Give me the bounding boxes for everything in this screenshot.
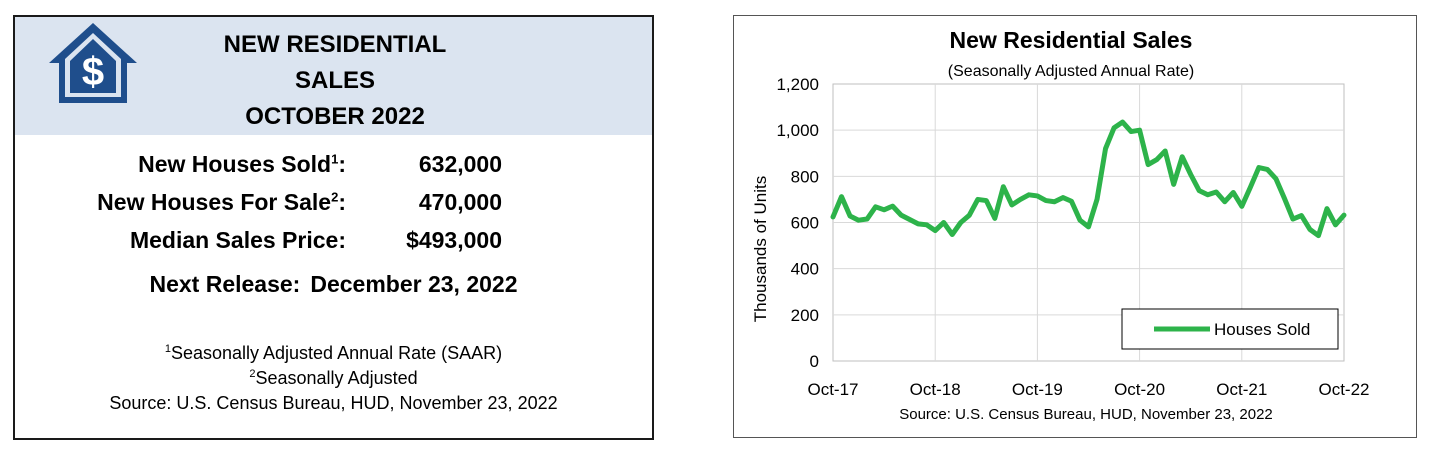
stat-value: $493,000 [406, 227, 502, 253]
title-line: NEW RESIDENTIAL [223, 31, 447, 58]
line-chart: New Residential Sales (Seasonally Adjust… [751, 27, 1370, 423]
x-tick-label: Oct-20 [1114, 380, 1165, 399]
next-release: Next Release: December 23, 2022 [15, 271, 652, 298]
next-release-label: Next Release: [149, 271, 301, 297]
y-tick-label: 600 [791, 214, 819, 233]
title-line: OCTOBER 2022 [245, 103, 425, 130]
footnote-1: 1Seasonally Adjusted Annual Rate (SAAR) [164, 343, 503, 363]
stat-label: Median Sales Price: [129, 227, 346, 253]
x-tick-label: Oct-22 [1318, 380, 1369, 399]
y-tick-label: 800 [791, 167, 819, 186]
next-release-date: December 23, 2022 [310, 271, 518, 297]
x-tick-label: Oct-19 [1012, 380, 1063, 399]
chart-source: Source: U.S. Census Bureau, HUD, Novembe… [899, 406, 1273, 423]
summary-panel: $ NEW RESIDENTIAL SALES OCTOBER 2022 New… [13, 15, 654, 440]
summary-title: NEW RESIDENTIAL SALES OCTOBER 2022 [165, 27, 505, 135]
stat-label: New Houses Sold1: [138, 151, 346, 177]
legend-label: Houses Sold [1214, 320, 1310, 339]
y-axis-label: Thousands of Units [751, 176, 770, 322]
y-tick-label: 1,200 [776, 75, 819, 94]
svg-text:$: $ [82, 50, 104, 94]
stat-label: New Houses For Sale2: [97, 189, 346, 215]
y-tick-label: 0 [810, 352, 819, 371]
summary-header: $ NEW RESIDENTIAL SALES OCTOBER 2022 [15, 17, 652, 135]
x-tick-label: Oct-21 [1216, 380, 1267, 399]
stat-value: 632,000 [418, 151, 502, 177]
chart-title: New Residential Sales [950, 27, 1193, 53]
y-tick-label: 1,000 [776, 121, 819, 140]
x-tick-label: Oct-18 [910, 380, 961, 399]
source-note: Source: U.S. Census Bureau, HUD, Novembe… [109, 393, 558, 413]
footnote-2: 2Seasonally Adjusted [249, 368, 418, 388]
house-dollar-icon: $ [49, 23, 137, 103]
title-line: SALES [294, 67, 375, 94]
chart-panel: New Residential Sales (Seasonally Adjust… [733, 15, 1417, 438]
legend: Houses Sold [1121, 308, 1339, 350]
y-tick-label: 200 [791, 306, 819, 325]
x-tick-label: Oct-17 [807, 380, 858, 399]
series-line-houses-sold [830, 119, 1347, 239]
stat-value: 470,000 [418, 189, 502, 215]
chart-subtitle: (Seasonally Adjusted Annual Rate) [948, 63, 1194, 80]
y-tick-label: 400 [791, 260, 819, 279]
